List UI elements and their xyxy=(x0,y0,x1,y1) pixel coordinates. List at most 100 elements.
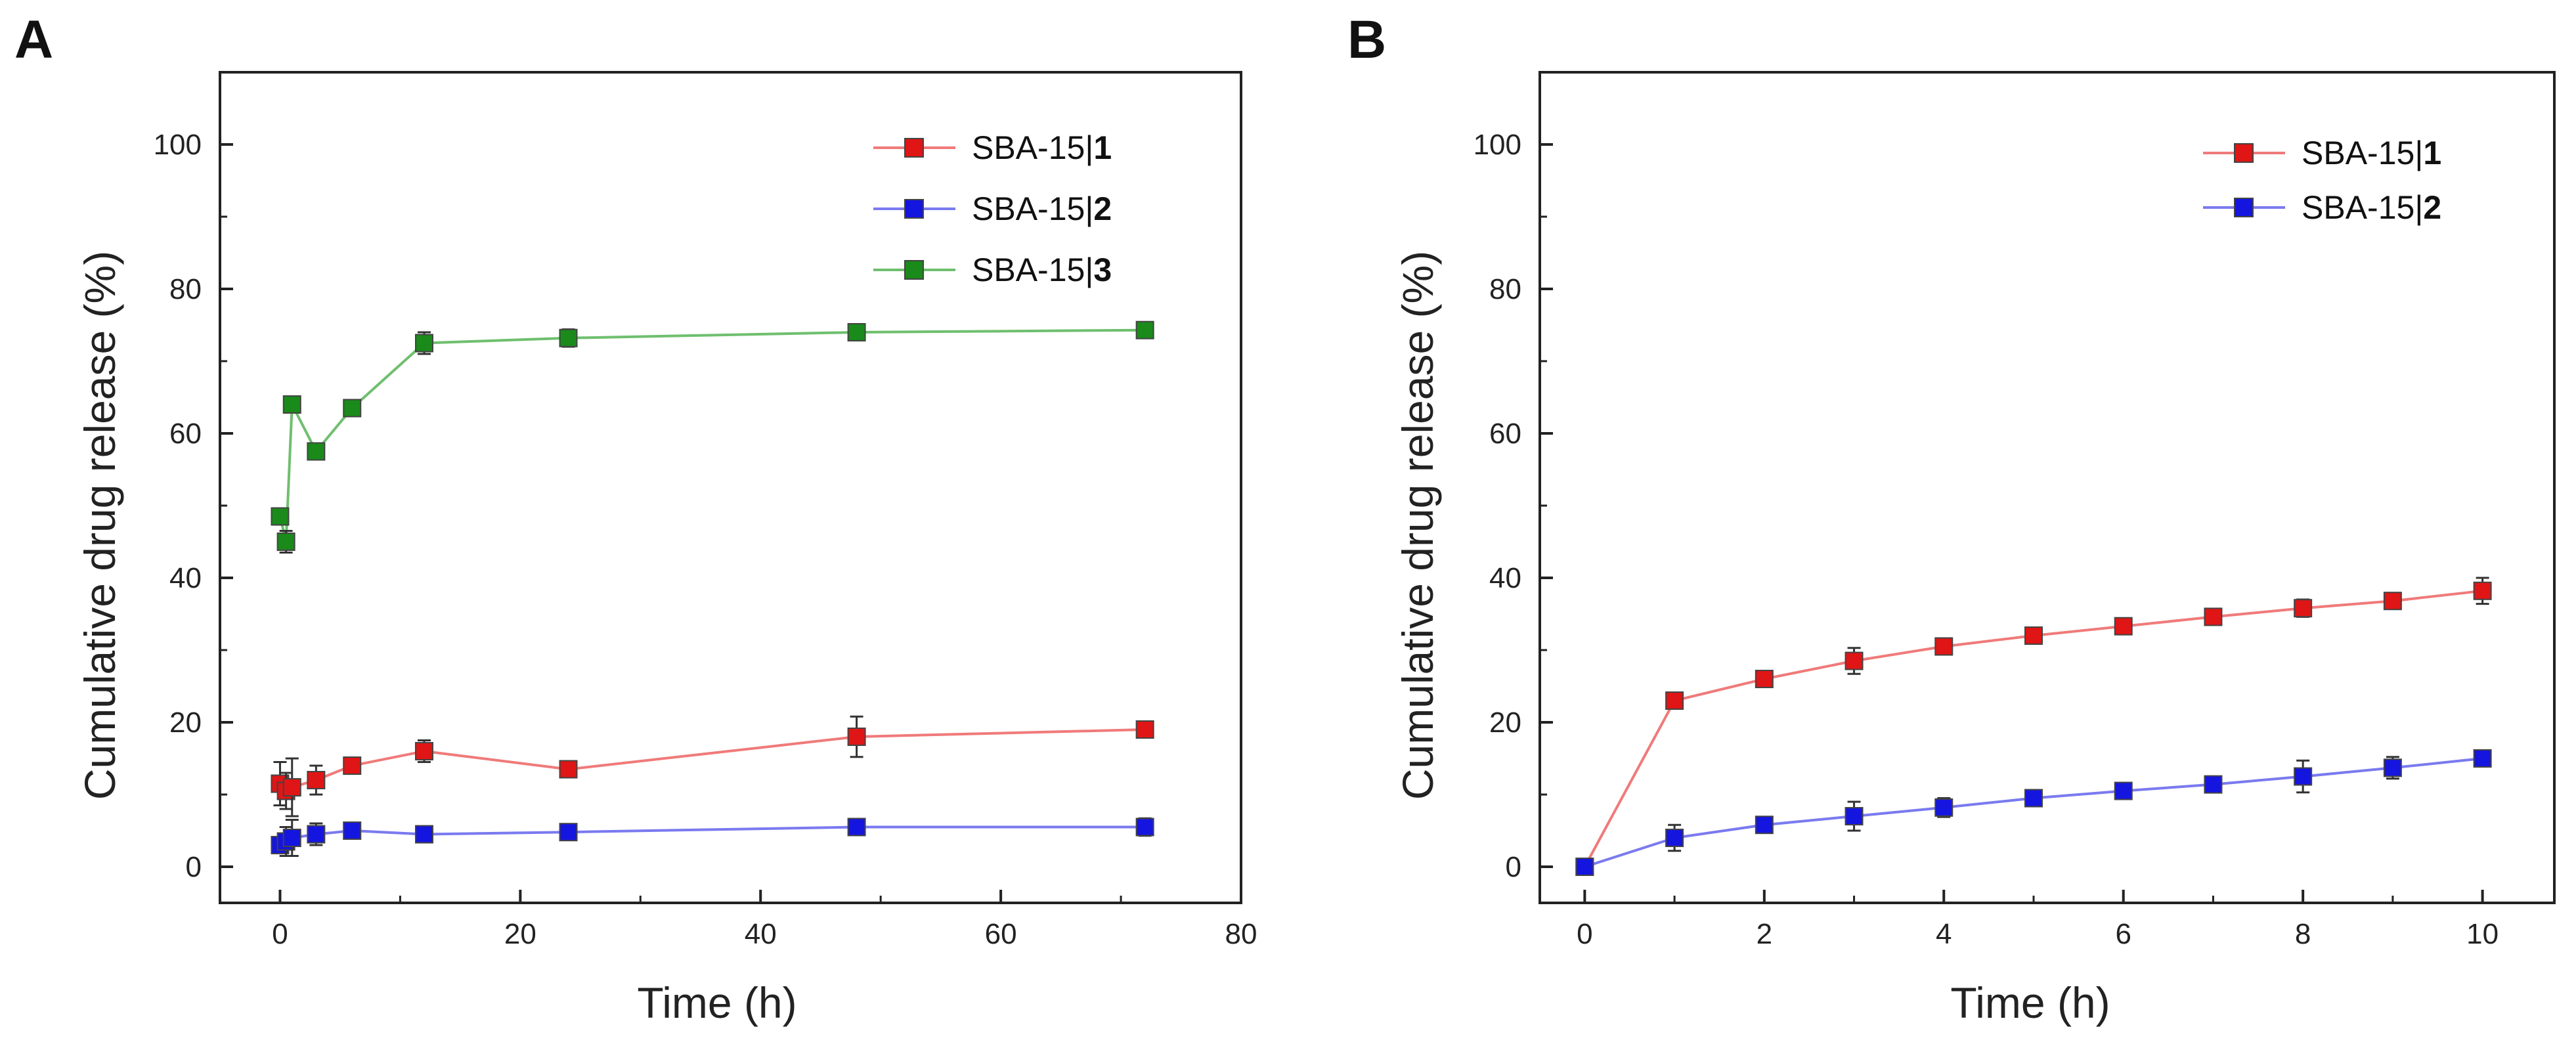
legend-marker xyxy=(2234,143,2254,163)
data-point xyxy=(2204,775,2223,794)
data-point xyxy=(343,821,362,840)
y-tick-label: 60 xyxy=(1489,418,1521,450)
series-line-3 xyxy=(278,328,1145,542)
series-line-2 xyxy=(1584,757,2483,868)
data-point xyxy=(1665,691,1684,710)
legend-marker xyxy=(2234,198,2254,217)
legend-label-name: SBA-15| xyxy=(972,251,1093,288)
data-point xyxy=(307,442,326,461)
data-point xyxy=(307,771,326,789)
x-tick-label: 60 xyxy=(985,918,1017,950)
x-tick-label: 20 xyxy=(504,918,536,950)
data-point xyxy=(415,334,433,353)
series-line-2 xyxy=(279,825,1145,846)
plot-frame xyxy=(1539,71,2556,904)
x-tick-label: 0 xyxy=(272,918,288,950)
data-point xyxy=(1934,637,1954,656)
data-point xyxy=(415,742,433,760)
chart-panel-a: Cumulative drug release (%) Time (h) 020… xyxy=(76,71,1257,1027)
legend-label-name: SBA-15| xyxy=(2302,135,2423,171)
legend-label-name: SBA-15| xyxy=(972,190,1093,227)
data-point xyxy=(1934,798,1954,817)
legend-label: SBA-15|1 xyxy=(2302,135,2441,171)
data-point xyxy=(847,818,866,837)
data-point xyxy=(282,778,301,797)
data-point xyxy=(1845,651,1864,670)
data-point xyxy=(2024,789,2043,808)
legend-marker xyxy=(904,138,924,158)
data-point xyxy=(847,323,866,341)
data-point xyxy=(2383,592,2402,611)
plot-frame xyxy=(219,71,1242,904)
y-tick-label: 100 xyxy=(154,129,202,161)
y-tick-label: 40 xyxy=(169,562,202,594)
y-tick-label: 60 xyxy=(169,418,202,450)
data-point xyxy=(2473,749,2492,768)
legend-label: SBA-15|2 xyxy=(972,190,1112,227)
x-axis-title: Time (h) xyxy=(637,978,797,1027)
data-point xyxy=(276,533,295,551)
panel-letter-b: B xyxy=(1347,10,1386,70)
data-point xyxy=(847,728,866,746)
legend-marker xyxy=(904,199,924,219)
x-tick-label: 40 xyxy=(745,918,777,950)
legend-label-number: 1 xyxy=(2423,135,2441,171)
legend-label-number: 2 xyxy=(2423,189,2441,226)
data-point xyxy=(343,399,362,418)
chart-panel-b: Cumulative drug release (%) Time (h) 020… xyxy=(1393,71,2556,1027)
data-point xyxy=(1665,829,1684,847)
data-point xyxy=(1135,818,1154,837)
legend-label-name: SBA-15| xyxy=(972,129,1093,166)
legend-label: SBA-15|1 xyxy=(972,129,1112,166)
data-point xyxy=(282,829,301,847)
data-point xyxy=(2473,581,2492,600)
x-tick-label: 4 xyxy=(1936,918,1952,950)
legend-label-number: 1 xyxy=(1093,129,1112,166)
data-point xyxy=(343,756,362,775)
data-point xyxy=(2024,626,2043,645)
data-point xyxy=(1755,670,1774,688)
data-point xyxy=(2114,781,2133,800)
legend-label: SBA-15|3 xyxy=(972,251,1112,288)
y-tick-label: 20 xyxy=(169,707,202,739)
data-point xyxy=(1755,816,1774,835)
legend-label: SBA-15|2 xyxy=(2302,189,2441,226)
x-tick-label: 2 xyxy=(1757,918,1772,950)
x-tick-label: 10 xyxy=(2466,918,2499,950)
x-tick-label: 0 xyxy=(1577,918,1592,950)
data-point xyxy=(2294,599,2313,618)
y-axis-title: Cumulative drug release (%) xyxy=(76,251,124,800)
data-point xyxy=(559,823,578,842)
data-point xyxy=(1135,320,1154,339)
x-tick-label: 80 xyxy=(1225,918,1257,950)
data-point xyxy=(1135,720,1154,739)
data-point xyxy=(1575,858,1594,876)
data-point xyxy=(2294,767,2313,786)
y-tick-label: 0 xyxy=(186,851,202,883)
data-point xyxy=(2114,617,2133,636)
data-point xyxy=(2383,758,2402,777)
data-point xyxy=(1845,807,1864,825)
data-point xyxy=(415,825,433,844)
x-axis-title: Time (h) xyxy=(1950,978,2110,1027)
y-tick-label: 80 xyxy=(1489,273,1521,305)
legend-label-number: 2 xyxy=(1093,190,1112,227)
x-tick-label: 8 xyxy=(2295,918,2311,950)
data-point xyxy=(282,395,301,414)
data-point xyxy=(2204,607,2223,626)
y-tick-label: 0 xyxy=(1506,851,1521,883)
y-tick-label: 100 xyxy=(1474,129,1521,161)
legend-label-number: 3 xyxy=(1093,251,1112,288)
data-point xyxy=(271,507,290,526)
legend-marker xyxy=(904,260,924,280)
y-tick-label: 40 xyxy=(1489,562,1521,594)
x-tick-label: 6 xyxy=(2115,918,2131,950)
data-point xyxy=(559,760,578,779)
series-line-1 xyxy=(278,728,1145,793)
legend-label-name: SBA-15| xyxy=(2302,189,2423,226)
panel-letter-a: A xyxy=(14,10,53,70)
data-point xyxy=(559,328,578,347)
y-tick-label: 80 xyxy=(169,273,202,305)
y-tick-label: 20 xyxy=(1489,707,1521,739)
